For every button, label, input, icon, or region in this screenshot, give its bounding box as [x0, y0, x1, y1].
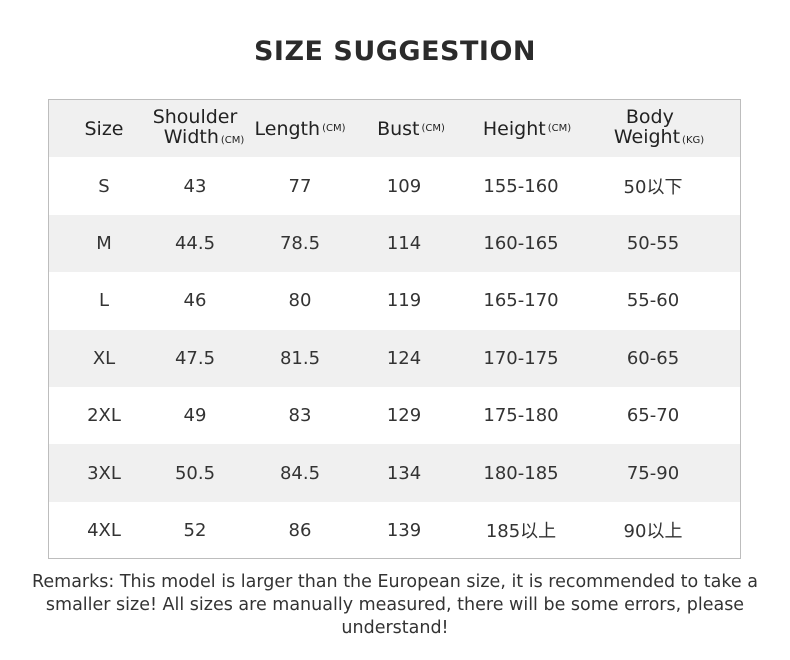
- cell-length: 80: [288, 290, 312, 312]
- cell-length: 83: [288, 405, 312, 427]
- cell-size: 4XL: [87, 519, 121, 541]
- cell-bust: 109: [386, 175, 422, 197]
- cell-bust: 134: [386, 462, 422, 484]
- header-bust: Bust (CM): [377, 100, 445, 157]
- page-title: SIZE SUGGESTION: [253, 36, 536, 67]
- cell-body-weight: 90以上: [623, 521, 683, 543]
- cell-bust: 114: [386, 232, 422, 254]
- header-label-line2: Weight: [613, 125, 681, 148]
- header-height: Height (CM): [483, 100, 571, 157]
- size-table: Size Shoulder Width (CM) Length (CM) Bust(…: [48, 99, 741, 559]
- table-row: S 43 77 109 155-160 50以下: [49, 157, 740, 214]
- cell-size: L: [98, 290, 110, 312]
- table-row: L 46 80 119 165-170 55-60: [49, 272, 740, 329]
- header-label-line2: Width: [163, 125, 219, 148]
- cell-shoulder-width: 49: [183, 405, 207, 427]
- header-label: Height: [482, 117, 546, 140]
- header-unit: (CM): [421, 122, 445, 134]
- cell-shoulder-width: 43: [183, 175, 207, 197]
- cell-height: 165-170: [483, 290, 559, 312]
- remarks-text: Remarks: This model is larger than the E…: [32, 572, 758, 638]
- header-unit: (CM): [220, 134, 245, 146]
- cell-body-weight: 75-90: [626, 462, 680, 484]
- header-shoulder-width: Shoulder Width (CM): [146, 100, 245, 157]
- cell-height: 160-165: [483, 232, 559, 254]
- cell-bust: 119: [386, 290, 422, 312]
- cell-height: 155-160: [483, 175, 559, 197]
- cell-size: M: [96, 232, 112, 254]
- cell-body-weight: 65-70: [626, 405, 680, 427]
- header-label: Bust: [377, 117, 420, 140]
- cell-length: 86: [288, 519, 312, 541]
- header-unit: (CM): [322, 122, 346, 134]
- cell-shoulder-width: 50.5: [174, 462, 216, 484]
- table-row: 3XL 50.5 84.5 134 180-185 75-90: [49, 444, 740, 502]
- cell-body-weight: 50以下: [623, 177, 683, 199]
- cell-height: 185以上: [485, 521, 557, 543]
- cell-length: 78.5: [279, 232, 321, 254]
- header-unit: (KG): [682, 134, 705, 146]
- cell-size: XL: [92, 347, 116, 369]
- header-length: Length (CM): [255, 100, 346, 157]
- cell-shoulder-width: 47.5: [174, 347, 216, 369]
- cell-shoulder-width: 52: [183, 519, 207, 541]
- cell-length: 84.5: [279, 462, 321, 484]
- cell-length: 81.5: [279, 347, 321, 369]
- header-label-line1: Body: [625, 105, 674, 128]
- table-row: M 44.5 78.5 114 160-165 50-55: [49, 214, 740, 273]
- cell-size: S: [98, 175, 110, 197]
- header-label: Size: [84, 117, 124, 140]
- cell-body-weight: 60-65: [626, 347, 680, 369]
- cell-body-weight: 55-60: [626, 290, 680, 312]
- cell-length: 77: [288, 175, 312, 197]
- header-size: Size: [84, 100, 123, 157]
- cell-size: 3XL: [87, 462, 121, 484]
- cell-bust: 129: [386, 405, 422, 427]
- cell-shoulder-width: 44.5: [174, 232, 216, 254]
- header-unit: (CM): [547, 122, 572, 134]
- cell-size: 2XL: [87, 405, 121, 427]
- cell-height: 175-180: [483, 405, 559, 427]
- cell-shoulder-width: 46: [183, 290, 207, 312]
- table-row: 2XL 49 83 129 175-180 65-70: [49, 387, 740, 444]
- cell-height: 170-175: [483, 347, 559, 369]
- table-header-row: Size Shoulder Width (CM) Length (CM) Bust(…: [49, 100, 740, 158]
- cell-body-weight: 50-55: [626, 232, 680, 254]
- table-row: 4XL 52 86 139 185以上 90以上: [49, 502, 740, 559]
- cell-bust: 139: [386, 519, 422, 541]
- table-row: XL 47.5 81.5 124 170-175 60-65: [49, 329, 740, 387]
- header-label-line1: Shoulder: [152, 105, 238, 128]
- header-body-weight: Body Weight (KG): [614, 100, 704, 157]
- header-label: Length: [254, 117, 321, 140]
- cell-height: 180-185: [483, 462, 559, 484]
- cell-bust: 124: [386, 347, 422, 369]
